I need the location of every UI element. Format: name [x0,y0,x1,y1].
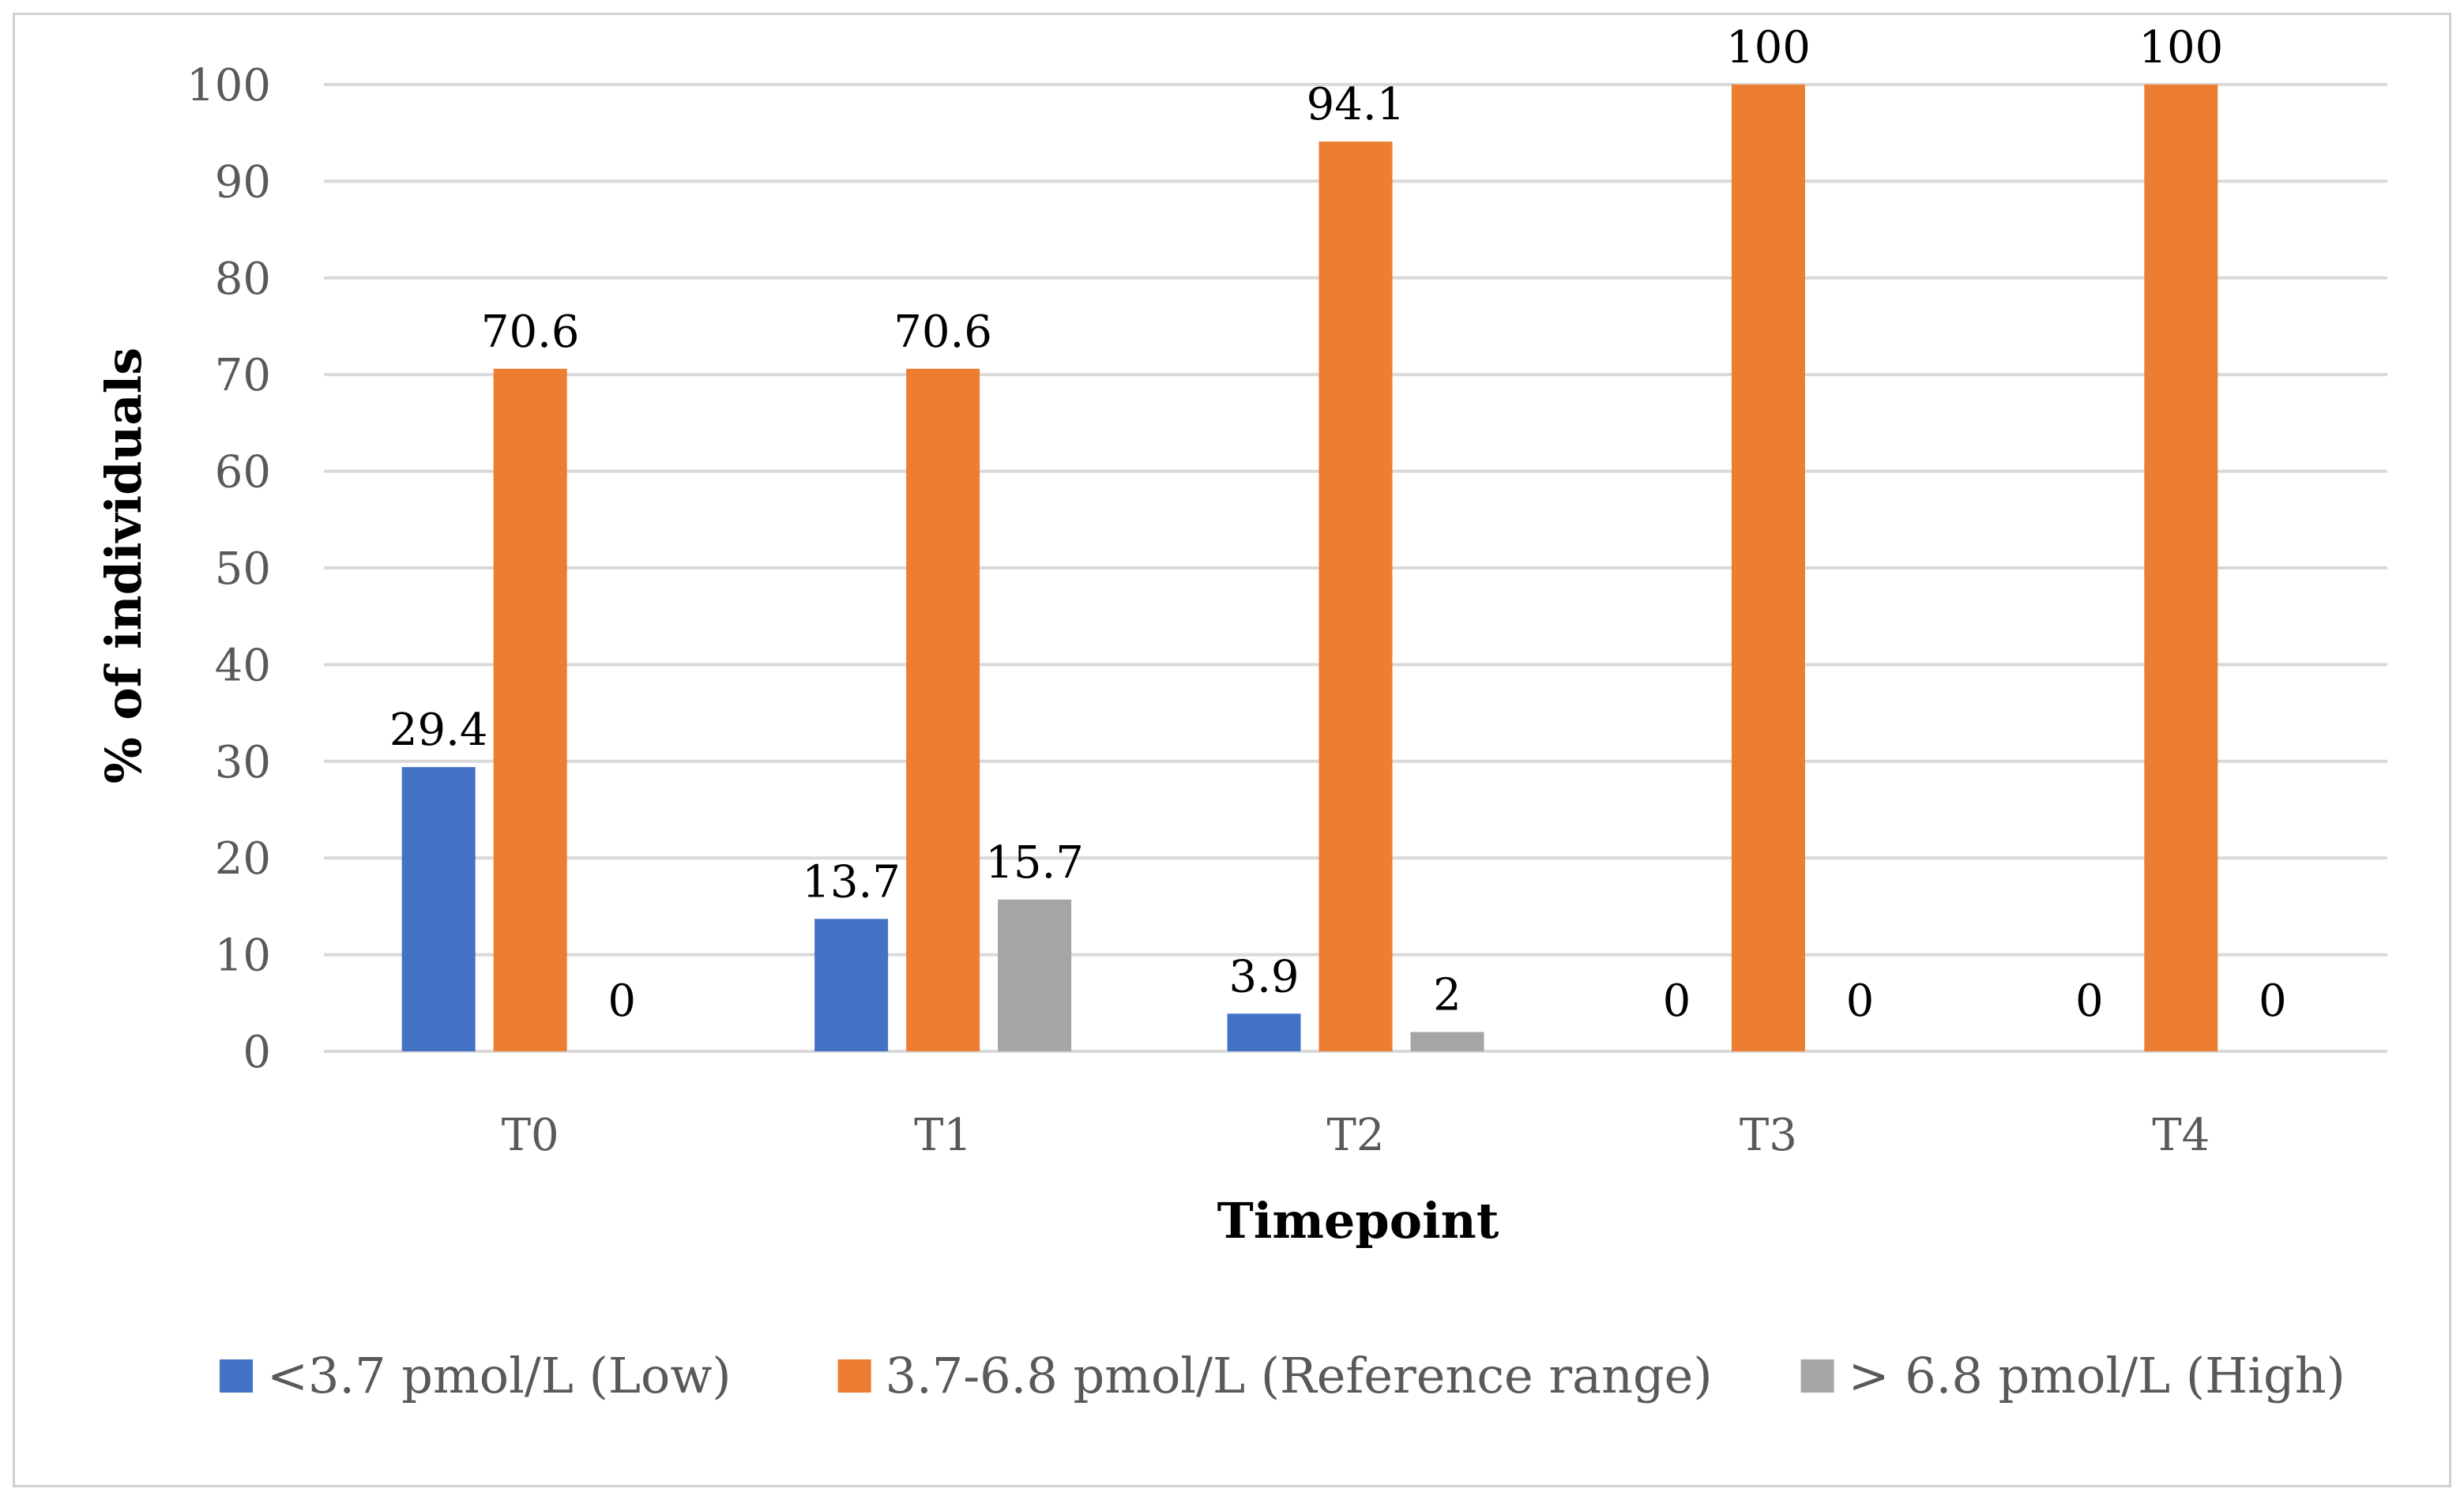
data-label: 100 [2139,22,2223,73]
legend-swatch-2 [837,1359,871,1393]
bar-T0-series-1 [401,767,476,1051]
y-tick-label: 40 [215,640,271,691]
y-tick-label: 20 [215,833,271,885]
y-tick-label: 0 [243,1027,271,1078]
data-label: 0 [1663,976,1691,1027]
x-tick-label: T1 [914,1110,972,1161]
y-tick-label: 30 [215,737,271,788]
x-axis-title: Timepoint [1217,1192,1499,1250]
data-label: 100 [1726,22,1811,73]
bar-T2-series-2 [1319,141,1393,1051]
y-tick-label: 100 [186,60,271,111]
bar-T2-series-3 [1410,1032,1484,1051]
data-label: 0 [608,976,636,1027]
chart-frame [13,13,2451,1487]
y-tick-label: 10 [215,930,271,982]
bar-T1-series-1 [814,919,889,1051]
x-axis-ticks: T0 T1 T2 T3 T4 [502,1110,2210,1161]
legend-label-1: <3.7 pmol/L (Low) [267,1347,732,1404]
bar-T4-series-2 [2144,85,2218,1051]
y-tick-label: 90 [215,156,271,208]
data-label: 15.7 [985,837,1084,889]
bar-T0-series-2 [493,368,567,1052]
y-tick-label: 70 [215,350,271,401]
y-axis-ticks: 0 10 20 30 40 50 60 70 80 90 100 [186,60,271,1078]
bar-T3-series-2 [1731,85,1805,1051]
bars [401,85,2218,1052]
data-label: 0 [1846,976,1875,1027]
data-label: 70.6 [481,306,580,358]
y-axis-title: % of individuals [95,348,152,784]
x-tick-label: T2 [1327,1110,1385,1161]
data-label: 3.9 [1228,951,1299,1002]
legend-label-2: 3.7-6.8 pmol/L (Reference range) [886,1347,1713,1404]
legend-swatch-1 [220,1359,253,1393]
data-label: 0 [2259,976,2287,1027]
x-tick-label: T3 [1740,1110,1797,1161]
data-labels: 29.4 70.6 0 13.7 70.6 15.7 3.9 94.1 2 0 100 0 0 100 0 [389,22,2287,1027]
bar-T1-series-3 [998,899,1072,1051]
x-tick-label: T0 [502,1110,559,1161]
y-tick-label: 80 [215,254,271,305]
bar-T2-series-1 [1227,1013,1301,1051]
legend-label-3: > 6.8 pmol/L (High) [1849,1347,2346,1404]
data-label: 29.4 [389,705,488,756]
data-label: 0 [2075,976,2104,1027]
data-label: 13.7 [802,856,901,908]
bar-T1-series-2 [906,368,980,1052]
y-tick-label: 60 [215,447,271,498]
data-label: 2 [1433,970,1461,1021]
x-tick-label: T4 [2152,1110,2210,1161]
legend: <3.7 pmol/L (Low) 3.7-6.8 pmol/L (Referen… [220,1347,2346,1404]
data-label: 94.1 [1307,79,1405,130]
y-tick-label: 50 [215,543,271,595]
data-label: 70.6 [893,306,992,358]
legend-swatch-3 [1800,1359,1834,1393]
